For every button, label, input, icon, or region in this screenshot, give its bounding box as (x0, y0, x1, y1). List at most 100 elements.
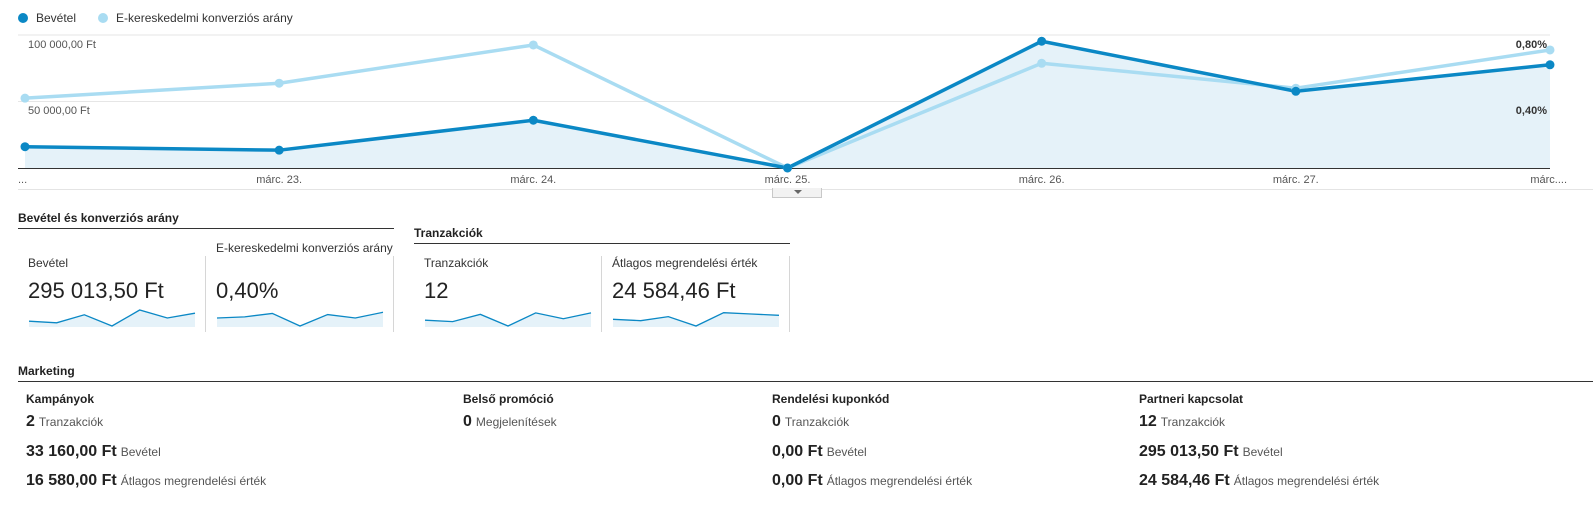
metric-label: Bevétel (28, 256, 69, 270)
point-conversion (528, 40, 538, 50)
metric-transactions[interactable]: Tranzakciók 12 (424, 256, 612, 336)
metric-separator (601, 256, 602, 332)
x-axis-tick-label: márc.... (1530, 174, 1567, 186)
marketing-affiliates: Partneri kapcsolat 12 Tranzakciók 295 013… (1139, 392, 1379, 489)
marketing-order-coupon: Rendelési kuponkód 0 Tranzakciók 0,00 Ft B… (772, 392, 972, 489)
metric-value: 12 (424, 278, 449, 303)
x-axis-tick-label: ... (18, 174, 27, 186)
marketing-row[interactable]: 0 Megjelenítések (463, 413, 557, 431)
revenue-conversion-line-chart[interactable]: 100 000,00 Ft 50 000,00 Ft 0,80% 0,40%... má… (0, 30, 1593, 190)
x-axis-tick-label: márc. 27. (1273, 174, 1319, 186)
x-axis-tick-label: márc. 24. (510, 174, 556, 186)
metric-sparkline (28, 309, 196, 327)
x-axis-tick-label: márc. 25. (765, 174, 811, 186)
metric-label: E-kereskedelmi konverziós arány (216, 241, 393, 255)
marketing-label: Átlagos megrendelési érték (120, 474, 267, 488)
point-conversion (1545, 45, 1555, 55)
marketing-value: 33 160,00 Ft (26, 443, 117, 460)
chart-expand-handle[interactable] (772, 188, 822, 198)
sparkline-area (29, 310, 195, 327)
marketing-row[interactable]: 0,00 Ft Bevétel (772, 443, 867, 461)
marketing-label: Tranzakciók (1160, 415, 1226, 429)
point-bevetel (1037, 36, 1047, 46)
marketing-value: 0 (772, 413, 781, 430)
metric-value: 295 013,50 Ft (28, 278, 164, 303)
marketing-row[interactable]: 295 013,50 Ft Bevétel (1139, 443, 1283, 461)
metric-conversion-rate[interactable]: E-kereskedelmi konverziós arány 0,40% (216, 241, 404, 327)
marketing-row[interactable]: 16 580,00 Ft Átlagos megrendelési érték (26, 472, 266, 490)
sparkline-area (613, 312, 779, 327)
point-conversion (274, 78, 284, 88)
marketing-label: Bevétel (826, 445, 867, 459)
metric-separator (393, 256, 394, 332)
metric-avg-order-value[interactable]: Átlagos megrendelési érték 24 584,46 Ft (612, 256, 800, 336)
point-bevetel (1545, 60, 1555, 70)
marketing-row[interactable]: 0 Tranzakciók (772, 413, 849, 431)
legend-dot-icon (18, 13, 28, 23)
marketing-value: 2 (26, 413, 35, 430)
marketing-value: 0,00 Ft (772, 443, 823, 460)
y-axis-right-tick: 0,80% (1516, 39, 1547, 51)
legend-label-bevetel: Bevétel (36, 11, 77, 25)
marketing-heading: Rendelési kuponkód (772, 392, 890, 406)
marketing-label: Bevétel (1242, 445, 1283, 459)
x-axis-tick-label: márc. 23. (256, 174, 302, 186)
marketing-value: 295 013,50 Ft (1139, 443, 1239, 460)
marketing-heading: Belső promóció (463, 392, 554, 406)
marketing-row[interactable]: 0,00 Ft Átlagos megrendelési érték (772, 472, 972, 490)
point-conversion (20, 93, 30, 103)
marketing-label: Megjelenítések (475, 415, 557, 429)
marketing-label: Bevétel (120, 445, 161, 459)
chart-legend: Bevétel E-kereskedelmi konverziós arány (18, 11, 293, 25)
metric-label: Tranzakciók (424, 256, 489, 270)
section-title-revenue: Bevétel és konverziós arány (18, 211, 394, 229)
marketing-label: Átlagos megrendelési érték (1233, 474, 1380, 488)
legend-dot-icon (98, 13, 109, 23)
y-axis-right-tick: 0,40% (1516, 105, 1547, 117)
marketing-row[interactable]: 24 584,46 Ft Átlagos megrendelési érték (1139, 472, 1379, 490)
metric-sparkline (612, 312, 780, 327)
sparkline-area (217, 312, 383, 327)
y-axis-left-tick: 100 000,00 Ft (28, 39, 96, 51)
metric-label: Átlagos megrendelési érték (612, 256, 758, 270)
y-axis-left-tick: 50 000,00 Ft (28, 105, 90, 117)
point-bevetel (274, 145, 284, 155)
marketing-row[interactable]: 12 Tranzakciók (1139, 413, 1225, 431)
marketing-value: 24 584,46 Ft (1139, 472, 1230, 489)
marketing-value: 0,00 Ft (772, 472, 823, 489)
legend-label-conversion: E-kereskedelmi konverziós arány (116, 11, 293, 25)
x-axis-tick-label: márc. 26. (1019, 174, 1065, 186)
point-bevetel (20, 142, 30, 152)
point-bevetel (783, 163, 792, 173)
legend-item-bevetel[interactable]: Bevétel (18, 11, 76, 25)
marketing-campaigns: Kampányok 2 Tranzakciók 33 160,00 Ft Bevét… (26, 392, 266, 489)
marketing-value: 0 (463, 413, 472, 430)
point-conversion (1037, 58, 1047, 68)
metric-value: 24 584,46 Ft (612, 278, 736, 303)
metric-sparkline (216, 311, 384, 327)
sparkline-area (425, 312, 591, 327)
marketing-row[interactable]: 2 Tranzakciók (26, 413, 103, 431)
section-title-marketing: Marketing (18, 364, 1593, 382)
legend-item-conversion[interactable]: E-kereskedelmi konverziós arány (98, 11, 293, 25)
section-title-transactions: Tranzakciók (414, 226, 790, 244)
marketing-heading: Kampányok (26, 392, 95, 406)
sparkline-line (216, 311, 384, 327)
marketing-internal-promotion: Belső promóció 0 Megjelenítések (463, 392, 557, 430)
point-bevetel (528, 115, 538, 125)
marketing-heading: Partneri kapcsolat (1139, 392, 1244, 406)
marketing-value: 12 (1139, 413, 1157, 430)
metric-separator (789, 256, 790, 332)
metric-revenue[interactable]: Bevétel 295 013,50 Ft (28, 256, 216, 336)
marketing-row[interactable]: 33 160,00 Ft Bevétel (26, 443, 161, 461)
point-bevetel (1291, 86, 1301, 96)
marketing-label: Átlagos megrendelési érték (826, 474, 973, 488)
marketing-label: Tranzakciók (38, 415, 104, 429)
marketing-label: Tranzakciók (784, 415, 850, 429)
marketing-value: 16 580,00 Ft (26, 472, 117, 489)
sparkline-line (424, 312, 592, 327)
metric-separator (205, 256, 206, 332)
metric-value: 0,40% (216, 278, 279, 303)
metric-sparkline (424, 312, 592, 327)
sparkline-line (28, 309, 196, 327)
